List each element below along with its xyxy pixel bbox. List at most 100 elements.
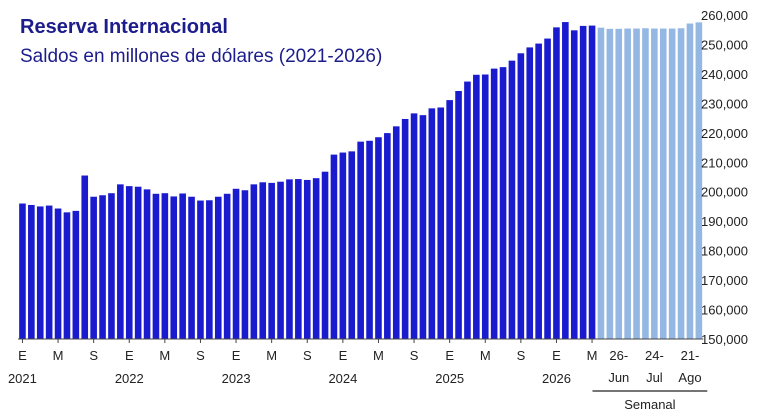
x-tick-label: E bbox=[232, 348, 241, 363]
bar-weekly-6 bbox=[651, 28, 658, 340]
bar-monthly-42 bbox=[392, 126, 400, 339]
bar-monthly-54 bbox=[499, 67, 507, 339]
x-tick-label: M bbox=[587, 348, 598, 363]
bar-monthly-35 bbox=[330, 154, 338, 339]
y-tick-label: 250,000 bbox=[701, 38, 748, 53]
bar-monthly-50 bbox=[464, 81, 471, 339]
axis-group bbox=[18, 338, 708, 392]
bar-monthly-59 bbox=[544, 38, 551, 340]
weekly-tick-label-top: 21- bbox=[681, 348, 700, 363]
bar-monthly-17 bbox=[170, 196, 178, 339]
bar-monthly-9 bbox=[99, 195, 106, 339]
bar-weekly-1 bbox=[606, 28, 614, 340]
bar-monthly-19 bbox=[188, 196, 195, 339]
bar-weekly-0 bbox=[597, 27, 605, 339]
bar-monthly-47 bbox=[437, 107, 445, 340]
bar-monthly-40 bbox=[375, 137, 382, 339]
bar-monthly-34 bbox=[321, 171, 329, 339]
bar-monthly-27 bbox=[259, 182, 267, 339]
bar-monthly-24 bbox=[232, 188, 240, 339]
y-tick-label: 160,000 bbox=[701, 303, 748, 318]
bar-monthly-5 bbox=[63, 212, 71, 339]
bars-group bbox=[19, 22, 703, 340]
bar-weekly-3 bbox=[624, 28, 631, 340]
bar-weekly-4 bbox=[633, 28, 640, 340]
bar-weekly-11 bbox=[695, 22, 703, 340]
bar-monthly-60 bbox=[553, 27, 560, 340]
y-tick-label: 180,000 bbox=[701, 244, 748, 259]
bar-monthly-0 bbox=[19, 203, 26, 339]
bar-monthly-2 bbox=[36, 206, 44, 339]
x-tick-label: M bbox=[373, 348, 384, 363]
bar-monthly-26 bbox=[250, 184, 258, 339]
bar-monthly-10 bbox=[108, 193, 115, 339]
bar-monthly-58 bbox=[535, 43, 542, 339]
bar-monthly-22 bbox=[214, 196, 222, 339]
bar-monthly-23 bbox=[223, 193, 231, 339]
y-tick-label: 220,000 bbox=[701, 126, 748, 141]
weekly-tick-label-bottom: Ago bbox=[678, 370, 701, 385]
x-tick-label: S bbox=[410, 348, 419, 363]
bar-monthly-46 bbox=[428, 108, 436, 340]
bar-monthly-51 bbox=[473, 74, 480, 339]
x-tick-label: M bbox=[480, 348, 491, 363]
bar-monthly-33 bbox=[312, 178, 320, 339]
bar-weekly-9 bbox=[677, 28, 685, 339]
bar-monthly-29 bbox=[277, 181, 284, 339]
bar-monthly-36 bbox=[339, 152, 347, 339]
year-label: 2025 bbox=[435, 371, 464, 386]
x-tick-label: E bbox=[339, 348, 348, 363]
bar-monthly-6 bbox=[72, 210, 80, 339]
x-tick-label: E bbox=[18, 348, 27, 363]
bar-weekly-2 bbox=[615, 28, 623, 340]
x-tick-label: E bbox=[552, 348, 561, 363]
bar-monthly-7 bbox=[81, 175, 89, 339]
x-tick-label: E bbox=[445, 348, 454, 363]
bar-monthly-63 bbox=[579, 25, 587, 340]
bar-weekly-7 bbox=[659, 28, 667, 340]
bar-monthly-15 bbox=[152, 193, 160, 339]
bar-monthly-61 bbox=[562, 22, 569, 339]
bar-monthly-32 bbox=[303, 179, 311, 339]
x-tick-label: S bbox=[517, 348, 526, 363]
bar-monthly-20 bbox=[197, 200, 204, 339]
x-tick-label: S bbox=[196, 348, 205, 363]
bar-monthly-53 bbox=[490, 68, 498, 340]
bar-monthly-41 bbox=[384, 133, 391, 339]
labels-group: 150,000 160,000 170,000 180,000 190,000 200,0… bbox=[8, 8, 748, 412]
bar-weekly-10 bbox=[686, 23, 694, 339]
bar-monthly-37 bbox=[348, 151, 356, 339]
bar-monthly-31 bbox=[295, 179, 302, 339]
x-tick-label: S bbox=[303, 348, 312, 363]
weekly-group-label: Semanal bbox=[624, 397, 675, 412]
bar-monthly-18 bbox=[179, 193, 186, 339]
bar-monthly-38 bbox=[357, 141, 364, 339]
x-tick-label: S bbox=[89, 348, 98, 363]
bar-monthly-64 bbox=[588, 25, 596, 339]
weekly-tick-label-bottom: Jul bbox=[646, 370, 663, 385]
bar-monthly-49 bbox=[455, 90, 462, 340]
bar-monthly-16 bbox=[161, 193, 169, 339]
year-label: 2024 bbox=[328, 371, 357, 386]
y-tick-label: 260,000 bbox=[701, 8, 748, 23]
bar-monthly-4 bbox=[54, 208, 62, 339]
year-label: 2022 bbox=[115, 371, 144, 386]
bar-monthly-48 bbox=[446, 100, 453, 340]
bar-monthly-55 bbox=[508, 60, 516, 340]
year-label: 2023 bbox=[222, 371, 251, 386]
x-tick-label: M bbox=[266, 348, 277, 363]
x-tick-label: M bbox=[53, 348, 64, 363]
bar-monthly-62 bbox=[570, 30, 578, 339]
bar-monthly-14 bbox=[143, 189, 151, 339]
y-tick-label: 210,000 bbox=[701, 155, 748, 170]
y-tick-label: 150,000 bbox=[701, 332, 748, 347]
bar-monthly-45 bbox=[419, 115, 427, 340]
bar-monthly-57 bbox=[526, 47, 534, 340]
bar-monthly-8 bbox=[90, 196, 97, 339]
bar-monthly-3 bbox=[45, 205, 53, 339]
bar-monthly-30 bbox=[286, 179, 293, 339]
y-tick-label: 240,000 bbox=[701, 67, 748, 82]
chart-title: Reserva Internacional bbox=[20, 16, 228, 38]
weekly-tick-label-top: 24- bbox=[645, 348, 664, 363]
